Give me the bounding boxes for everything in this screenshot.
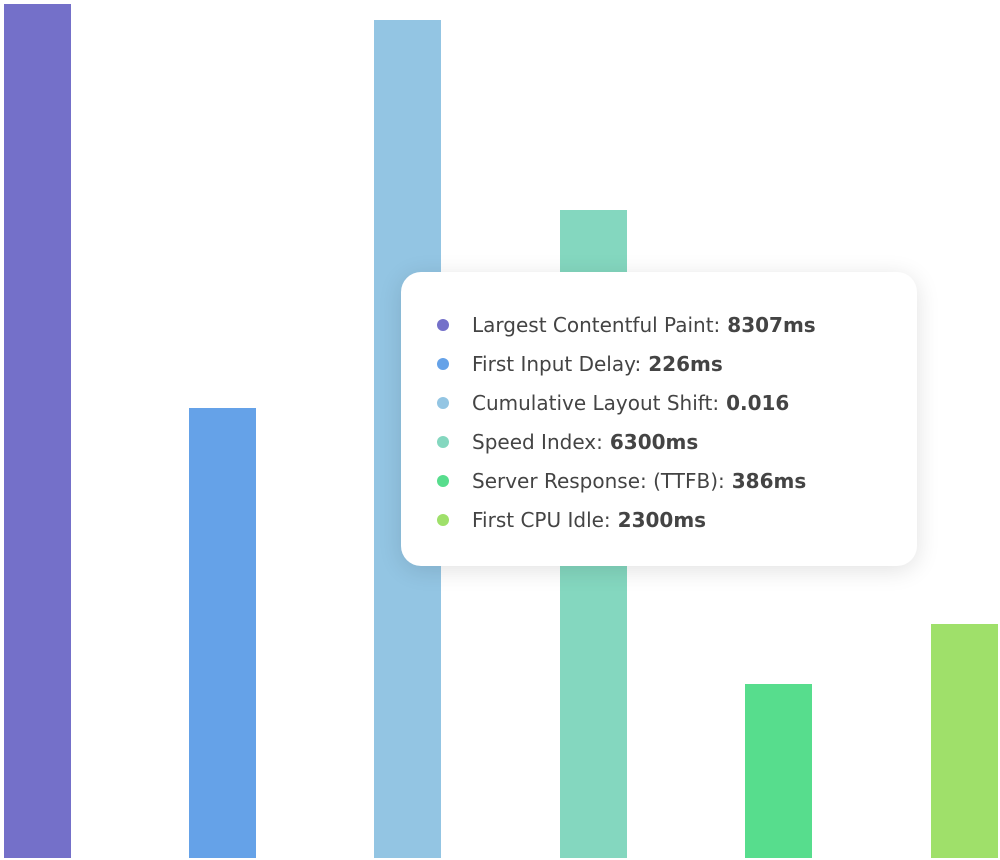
metric-value: 0.016 — [726, 390, 790, 415]
legend-dot — [437, 435, 449, 448]
legend-dot — [437, 474, 449, 487]
metric-value: 226ms — [648, 351, 723, 376]
metric-label: Largest Contentful Paint: — [472, 312, 721, 337]
bar — [189, 408, 256, 858]
legend-row: Speed Index: 6300ms — [437, 422, 917, 461]
legend-dot — [437, 357, 449, 370]
tooltip: Largest Contentful Paint: 8307ms First Inp… — [401, 272, 917, 566]
metric-value: 2300ms — [617, 507, 707, 532]
legend-row: Cumulative Layout Shift: 0.016 — [437, 383, 917, 422]
legend-dot — [437, 396, 449, 409]
legend-dot — [437, 318, 449, 331]
legend-row: Largest Contentful Paint: 8307ms — [437, 305, 917, 344]
bar — [931, 624, 998, 858]
metric-label: Speed Index: — [472, 429, 603, 454]
metric-value: 6300ms — [609, 429, 699, 454]
legend-row: First CPU Idle: 2300ms — [437, 500, 917, 539]
legend-row: First Input Delay: 226ms — [437, 344, 917, 383]
legend-row: Server Response: (TTFB): 386ms — [437, 461, 917, 500]
legend-dot — [437, 513, 449, 526]
bar — [4, 4, 71, 858]
metric-label: Cumulative Layout Shift: — [472, 390, 720, 415]
metric-value: 386ms — [731, 468, 807, 493]
metric-label: Server Response: (TTFB): — [472, 468, 725, 493]
bar — [745, 684, 812, 858]
metric-label: First Input Delay: — [472, 351, 642, 376]
metric-label: First CPU Idle: — [472, 507, 611, 532]
metric-value: 8307ms — [727, 312, 816, 337]
